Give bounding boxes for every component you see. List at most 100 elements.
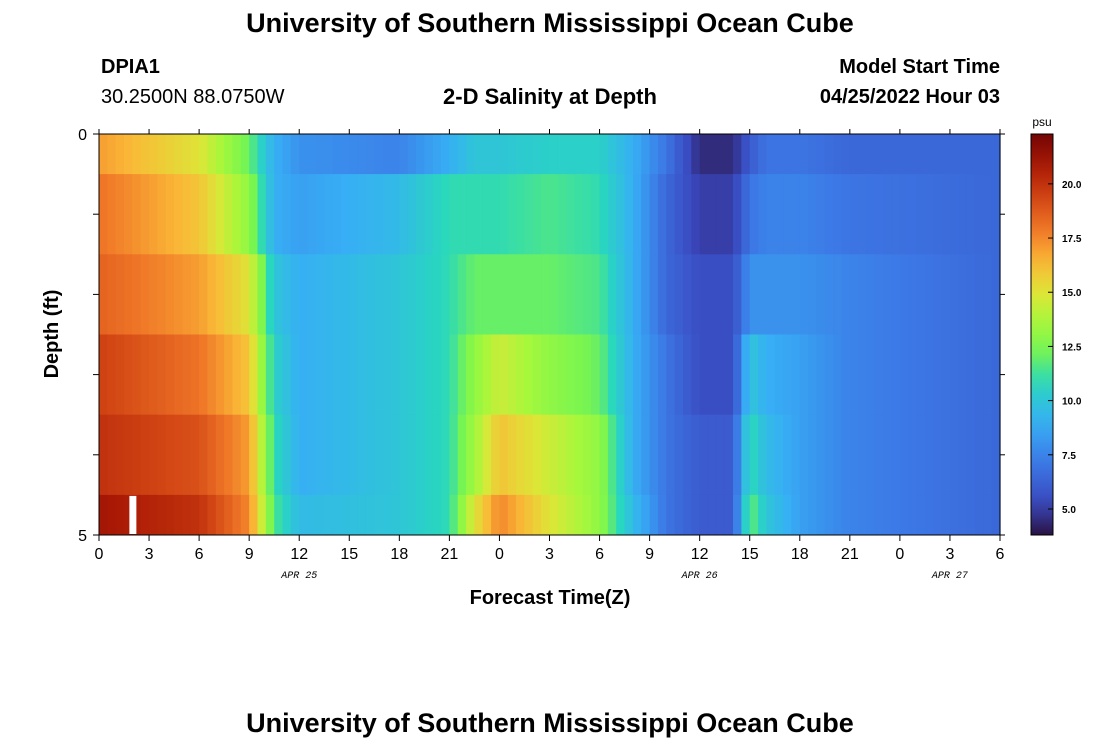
heatmap-cell	[374, 174, 384, 255]
heatmap-cell	[115, 414, 125, 496]
heatmap-cell	[666, 174, 676, 255]
colorbar: psu 5.0 7.5 10.0 12.5 15.0 17.5 20.0	[1030, 115, 1082, 536]
heatmap-cell	[883, 254, 893, 335]
heatmap-cell	[199, 334, 209, 416]
heatmap-cell	[958, 414, 968, 496]
heatmap-cell	[124, 174, 133, 255]
heatmap-cell	[724, 134, 734, 175]
heatmap-cell	[808, 134, 818, 175]
footer-title: University of Southern Mississippi Ocean…	[246, 708, 854, 738]
heatmap-cell	[916, 494, 926, 536]
heatmap-cell	[924, 134, 934, 175]
heatmap-cell	[691, 174, 701, 255]
heatmap-cell	[132, 334, 142, 416]
heatmap-cell	[883, 334, 893, 416]
heatmap-cell	[991, 334, 1001, 416]
heatmap-cell	[849, 414, 859, 496]
model-start-label: Model Start Time	[839, 56, 1000, 78]
heatmap-cell	[149, 174, 158, 255]
heatmap-cell	[424, 134, 434, 175]
heatmap-cell	[107, 494, 117, 536]
heatmap-cell	[249, 134, 259, 175]
heatmap-cell	[858, 134, 868, 175]
heatmap-cell	[499, 414, 509, 496]
heatmap-cell	[324, 334, 334, 416]
heatmap-cell	[224, 254, 234, 335]
heatmap-cell	[691, 414, 701, 496]
heatmap-cell	[808, 254, 818, 335]
heatmap-cell	[924, 414, 934, 496]
heatmap-cell	[674, 334, 684, 416]
heatmap-cell	[899, 414, 909, 496]
heatmap-cell	[899, 254, 909, 335]
heatmap-cell	[616, 494, 626, 536]
heatmap-cell	[307, 414, 317, 496]
heatmap-cell	[374, 254, 384, 335]
heatmap-cell	[99, 494, 108, 536]
heatmap-cell	[641, 494, 651, 536]
heatmap-cell	[532, 174, 542, 255]
heatmap-cell	[808, 494, 818, 536]
heatmap-cell	[816, 174, 826, 255]
heatmap-cell	[666, 414, 676, 496]
heatmap-cell	[474, 334, 484, 416]
heatmap-cell	[315, 174, 325, 255]
heatmap-cell	[165, 334, 175, 416]
heatmap-cell	[407, 334, 417, 416]
heatmap-cell	[107, 414, 117, 496]
heatmap-cell	[282, 254, 292, 335]
heatmap-cell	[591, 174, 601, 255]
heatmap-cell	[616, 414, 626, 496]
heatmap-cell	[666, 334, 676, 416]
heatmap-cell	[140, 254, 150, 335]
heatmap-cell	[991, 134, 1001, 175]
heatmap-cell	[132, 254, 142, 335]
heatmap-cell	[282, 414, 292, 496]
heatmap-cell	[449, 414, 459, 496]
heatmap-cell	[257, 134, 267, 175]
heatmap-cell	[182, 334, 192, 416]
heatmap-cell	[674, 174, 684, 255]
heatmap-cell	[407, 134, 417, 175]
heatmap-cell	[924, 174, 934, 255]
heatmap-cell	[482, 174, 492, 255]
heatmap-cell	[933, 174, 943, 255]
heatmap-cell	[482, 334, 492, 416]
heatmap-cell	[808, 174, 818, 255]
heatmap-cell	[674, 414, 684, 496]
heatmap-cell	[165, 174, 175, 255]
heatmap-cell	[416, 254, 425, 335]
heatmap-cell	[766, 134, 776, 175]
heatmap-cell	[949, 254, 959, 335]
heatmap-cell	[791, 254, 801, 335]
heatmap-cell	[933, 334, 943, 416]
heatmap-cell	[841, 494, 851, 536]
x-tick-label: 0	[895, 546, 904, 563]
heatmap-cell	[883, 134, 893, 175]
heatmap-cell	[174, 414, 184, 496]
heatmap-cell	[516, 334, 526, 416]
date-label: APR 26	[681, 571, 718, 582]
heatmap-cell	[240, 254, 250, 335]
heatmap-cell	[682, 134, 692, 175]
heatmap-cell	[190, 494, 200, 536]
heatmap-cell	[407, 494, 417, 536]
heatmap-cell	[207, 414, 217, 496]
heatmap-cell	[349, 134, 359, 175]
heatmap-cell	[199, 134, 209, 175]
heatmap-cell	[749, 494, 759, 536]
heatmap-cell	[165, 254, 175, 335]
heatmap-cell	[449, 334, 459, 416]
heatmap-cell	[924, 494, 934, 536]
heatmap-cell	[941, 254, 951, 335]
heatmap-cell	[866, 254, 876, 335]
heatmap-cell	[382, 134, 392, 175]
colorbar-tick-label: 10.0	[1062, 397, 1082, 408]
heatmap-cell	[307, 174, 317, 255]
heatmap-cell	[157, 414, 167, 496]
heatmap-cell	[824, 494, 834, 536]
heatmap-cell	[124, 254, 133, 335]
heatmap-cell	[365, 134, 375, 175]
heatmap-cell	[632, 414, 642, 496]
